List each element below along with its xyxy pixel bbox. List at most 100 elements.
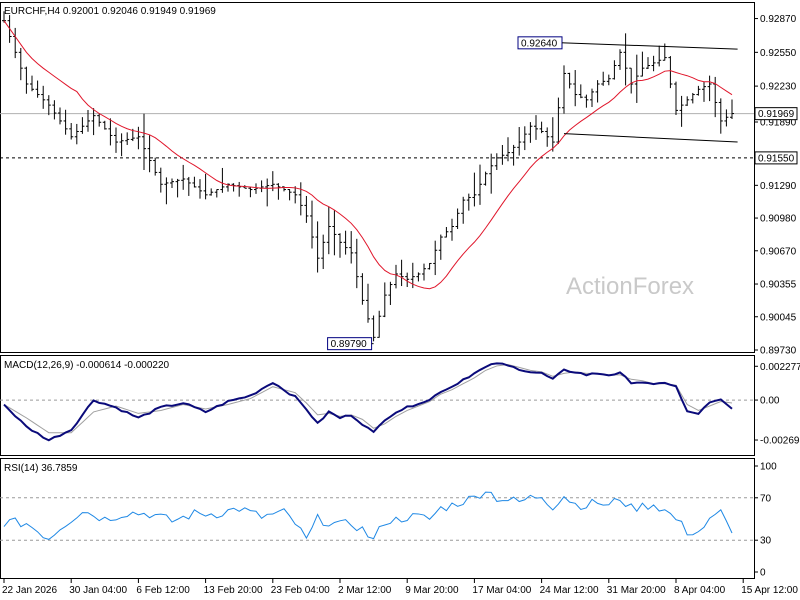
macd-pane: 0.002277 0.00 -0.002693 MACD(12,26,9) -0.0…	[0, 355, 800, 456]
price-bar	[416, 272, 421, 282]
macd-pane-frame	[0, 355, 755, 456]
price-bar	[702, 81, 706, 102]
price-bar	[125, 132, 130, 145]
watermark: ActionForex	[566, 273, 694, 300]
y-tick-label: 0.90980	[760, 214, 797, 225]
price-bar	[567, 72, 572, 89]
price-bar	[198, 179, 202, 199]
price-bar	[634, 54, 639, 103]
x-tick-label: 15 Apr 12:00	[741, 585, 798, 596]
price-bar	[147, 135, 152, 173]
rsi-pane: 100 70 30 0 RSI(14) 36.7859	[0, 458, 777, 579]
price-bar	[220, 167, 225, 193]
price-bar	[108, 118, 113, 146]
annotation-label: 0.92640	[521, 38, 558, 49]
price-bar	[646, 57, 650, 70]
price-bar	[97, 113, 102, 127]
price-bar	[203, 173, 208, 200]
price-bar	[623, 33, 628, 86]
price-bar	[343, 230, 348, 255]
price-bar	[293, 186, 298, 204]
price-bar	[685, 96, 690, 106]
price-bar	[142, 113, 146, 170]
price-bar	[394, 264, 398, 289]
price-bar	[618, 49, 622, 70]
price-bar	[214, 189, 219, 198]
macd-main-line	[3, 362, 733, 442]
price-bar	[298, 182, 303, 216]
price-bar	[46, 95, 51, 116]
price-bar	[696, 85, 701, 96]
price-bar	[562, 65, 566, 114]
price-bar	[730, 99, 734, 119]
support-price-label: 0.91550	[754, 151, 798, 165]
price-bar	[35, 80, 40, 98]
price-bar	[506, 137, 510, 162]
price-bar	[41, 85, 46, 109]
price-bar	[52, 100, 57, 120]
price-bar	[304, 195, 309, 223]
price-bar	[489, 153, 494, 194]
price-bar	[573, 70, 578, 107]
price-bar	[63, 109, 68, 135]
price-bar	[248, 186, 253, 198]
channel-lower-line	[563, 133, 738, 143]
price-bar	[360, 273, 365, 305]
price-bar	[405, 272, 410, 288]
x-tick-label: 17 Mar 04:00	[472, 585, 531, 596]
channel-upper-line	[563, 42, 738, 50]
macd-tick-label: 0.00	[760, 396, 780, 407]
price-bar	[371, 315, 376, 342]
price-annotation: 0.92640	[517, 36, 564, 50]
price-bar	[494, 153, 499, 171]
price-bar	[377, 310, 382, 338]
price-bar	[606, 74, 611, 86]
rsi-tick-label: 100	[760, 462, 777, 473]
price-bar	[399, 259, 404, 287]
price-bar	[640, 51, 645, 77]
price-bar	[119, 133, 124, 157]
price-bar	[422, 263, 426, 281]
rsi-pane-frame	[0, 458, 755, 579]
price-bar	[450, 218, 454, 241]
price-bar	[483, 171, 488, 186]
svg-text:0.91969: 0.91969	[758, 109, 795, 120]
price-bar	[718, 98, 723, 134]
price-bar	[315, 221, 320, 273]
price-bar	[86, 109, 90, 132]
annotation-label: 0.89790	[331, 339, 368, 350]
price-bar	[707, 75, 712, 102]
price-pane: ActionForex 0.92640 0.89790 0.92870 0.9255…	[0, 2, 798, 357]
price-bar	[175, 178, 180, 198]
price-bar	[321, 234, 326, 270]
price-bar	[18, 47, 23, 81]
x-tick-label: 23 Feb 04:00	[271, 585, 330, 596]
x-tick-label: 13 Feb 20:00	[204, 585, 263, 596]
rsi-line	[3, 491, 733, 540]
price-bar	[24, 66, 29, 94]
y-tick-label: 0.90045	[760, 312, 797, 323]
price-pane-frame	[0, 2, 755, 353]
price-bar	[679, 95, 684, 127]
price-bar	[136, 126, 141, 150]
price-bar	[651, 55, 656, 72]
moving-average-line	[3, 20, 733, 290]
y-tick-label: 0.92230	[760, 82, 797, 93]
x-axis: 22 Jan 2026 30 Jan 04:00 6 Feb 12:00 13 Feb…	[2, 579, 798, 596]
x-tick-label: 30 Jan 04:00	[69, 585, 127, 596]
x-tick-label: 2 Mar 12:00	[338, 585, 392, 596]
macd-tick-label: 0.002277	[760, 362, 800, 373]
macd-tick-label: -0.002693	[760, 436, 800, 447]
price-bar	[545, 127, 550, 147]
x-tick-label: 24 Mar 12:00	[540, 585, 599, 596]
price-bar	[461, 196, 466, 224]
price-bar	[354, 238, 359, 289]
price-bar	[164, 177, 169, 205]
price-bar	[326, 206, 331, 255]
price-bar	[276, 183, 281, 200]
price-bar	[590, 88, 594, 107]
price-bar	[349, 231, 354, 264]
price-bar	[102, 120, 107, 130]
rsi-tick-label: 30	[760, 536, 772, 547]
